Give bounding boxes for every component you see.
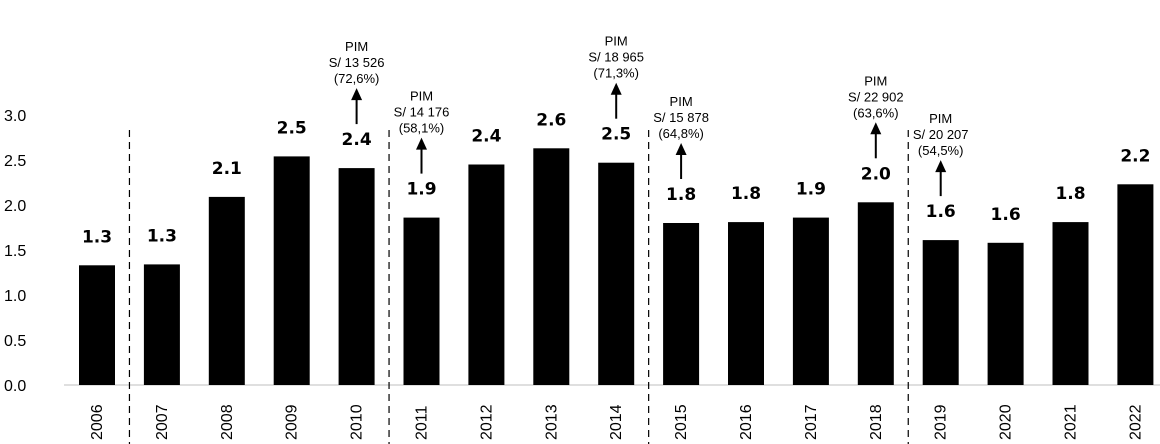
bar-2010 <box>338 168 375 385</box>
bar-value-label-2013: 2.6 <box>536 110 566 130</box>
bar-value-label-2006: 1.3 <box>82 227 112 247</box>
annotation-text-2019: S/ 20 207 <box>913 127 969 142</box>
annotation-text-2019: (54,5%) <box>918 143 964 158</box>
annotation-text-2014: (71,3%) <box>593 66 639 81</box>
annotation-text-2014: S/ 18 965 <box>588 50 644 65</box>
annotation-text-2019: PIM <box>929 111 952 126</box>
annotation-text-2015: S/ 15 878 <box>653 110 709 125</box>
bar-2014 <box>598 162 635 385</box>
bar-value-label-2012: 2.4 <box>471 127 501 147</box>
y-tick-label: 2.5 <box>4 153 26 170</box>
bar-value-label-2015: 1.8 <box>666 185 696 205</box>
annotation-text-2010: (72,6%) <box>334 71 380 86</box>
x-tick-label-2009: 2009 <box>284 404 301 440</box>
annotation-text-2010: PIM <box>345 39 368 54</box>
bar-value-label-2016: 1.8 <box>731 184 761 204</box>
bar-2009 <box>273 156 310 385</box>
x-tick-label-2008: 2008 <box>219 404 236 440</box>
y-tick-label: 0.5 <box>4 333 26 350</box>
bar-value-label-2009: 2.5 <box>277 118 307 138</box>
x-tick-label-2022: 2022 <box>1127 404 1144 440</box>
annotation-arrow-head <box>351 88 363 101</box>
annotation-text-2014: PIM <box>605 34 628 49</box>
x-tick-label-2013: 2013 <box>543 404 560 440</box>
x-tick-label-2014: 2014 <box>608 404 625 440</box>
x-tick-label-2019: 2019 <box>933 404 950 440</box>
bar-value-label-2022: 2.2 <box>1120 146 1150 166</box>
y-tick-label: 0.0 <box>4 378 26 395</box>
x-tick-label-2018: 2018 <box>868 404 885 440</box>
annotation-text-2011: PIM <box>410 89 433 104</box>
bar-2008 <box>208 196 245 385</box>
bar-value-label-2011: 1.9 <box>406 180 436 200</box>
x-tick-label-2011: 2011 <box>414 405 431 440</box>
bar-value-label-2021: 1.8 <box>1055 184 1085 204</box>
annotation-text-2018: (63,6%) <box>853 105 899 120</box>
bar-2011 <box>403 217 440 385</box>
bar-2015 <box>663 223 700 385</box>
bar-value-label-2020: 1.6 <box>991 205 1021 225</box>
x-tick-label-2010: 2010 <box>349 404 366 440</box>
y-tick-label: 3.0 <box>4 108 26 125</box>
bar-value-label-2017: 1.9 <box>796 180 826 200</box>
y-tick-label: 2.0 <box>4 198 26 215</box>
x-tick-label-2015: 2015 <box>673 404 690 440</box>
bar-value-label-2018: 2.0 <box>861 164 891 184</box>
x-tick-label-2016: 2016 <box>738 404 755 440</box>
bar-value-label-2007: 1.3 <box>147 226 177 246</box>
x-tick-label-2012: 2012 <box>478 404 495 440</box>
annotation-text-2015: (64,8%) <box>658 126 704 141</box>
bar-2020 <box>987 242 1024 385</box>
bar-2017 <box>792 217 829 385</box>
bar-2022 <box>1117 184 1154 385</box>
annotation-text-2018: S/ 22 902 <box>848 89 904 104</box>
bar-2007 <box>143 264 180 385</box>
x-tick-label-2007: 2007 <box>154 404 171 440</box>
bar-2006 <box>79 265 115 385</box>
annotation-text-2010: S/ 13 526 <box>329 55 385 70</box>
bar-value-label-2008: 2.1 <box>212 159 242 179</box>
bar-value-label-2014: 2.5 <box>601 125 631 145</box>
annotation-arrow-head <box>610 82 622 95</box>
annotation-text-2011: S/ 14 176 <box>394 105 450 120</box>
x-tick-label-2020: 2020 <box>998 404 1015 440</box>
bar-2012 <box>468 164 505 385</box>
bar-2019 <box>922 240 959 385</box>
bar-2021 <box>1052 222 1089 385</box>
bar-2018 <box>857 202 894 385</box>
annotation-text-2015: PIM <box>670 94 693 109</box>
x-tick-label-2006: 2006 <box>89 404 106 440</box>
y-tick-label: 1.5 <box>4 243 26 260</box>
bar-value-label-2019: 1.6 <box>926 202 956 222</box>
bar-value-label-2010: 2.4 <box>342 130 372 150</box>
y-tick-label: 1.0 <box>4 288 26 305</box>
annotation-text-2011: (58,1%) <box>399 121 445 136</box>
bar-2016 <box>728 222 764 385</box>
annotation-text-2018: PIM <box>864 73 887 88</box>
annotation-arrow-head <box>935 160 947 173</box>
annotation-arrow-head <box>870 122 882 135</box>
annotation-arrow-head <box>675 143 687 155</box>
x-tick-label-2017: 2017 <box>803 404 820 440</box>
x-tick-label-2021: 2021 <box>1063 404 1080 440</box>
bar-2013 <box>533 148 570 385</box>
annotation-arrow-head <box>416 137 427 150</box>
